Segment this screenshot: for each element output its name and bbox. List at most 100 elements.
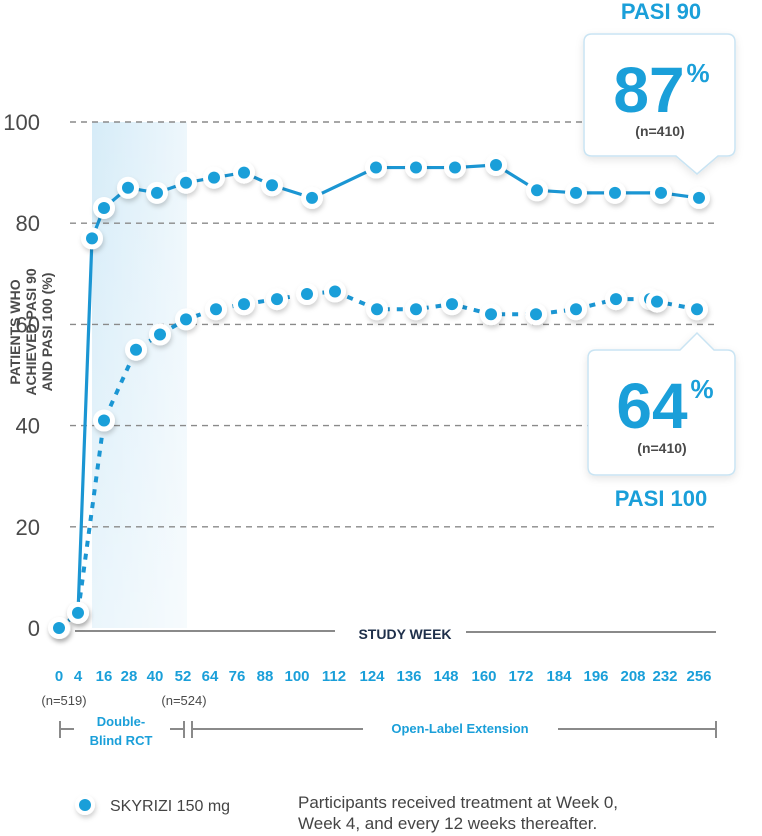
data-point-dot xyxy=(266,179,278,192)
series-points xyxy=(48,154,710,639)
data-point-dot xyxy=(691,303,703,316)
y-axis-title: PATIENTS WHO ACHIEVED PASI 90 AND PASI 1… xyxy=(7,268,55,396)
y-tick-labels: 0 20 40 60 80 100 xyxy=(3,110,40,641)
callout-pasi-90-title: PASI 90 xyxy=(621,0,701,24)
data-point-dot xyxy=(531,184,543,197)
callout-pasi-100: 64 % (n=410) PASI 100 xyxy=(587,331,736,511)
data-point-dot xyxy=(329,285,341,298)
data-point-dot xyxy=(609,186,621,199)
x-tick-172: 172 xyxy=(508,668,533,685)
x-tick-28: 28 xyxy=(121,668,138,685)
data-point-dot xyxy=(410,161,422,174)
x-tick-232: 232 xyxy=(652,668,677,685)
data-point-dot xyxy=(610,293,622,306)
data-point-pasi-90-week-148 xyxy=(405,156,427,179)
phase-label-open-label: Open-Label Extension xyxy=(391,721,528,736)
data-point-pasi-100-week-52 xyxy=(175,308,197,331)
data-point-dot xyxy=(151,186,163,199)
y-tick-0: 0 xyxy=(28,616,40,641)
data-point-dot xyxy=(655,186,667,199)
data-point-pasi-90-week-196 xyxy=(565,181,587,204)
sample-size-week-0: (n=519) xyxy=(41,693,86,708)
x-tick-40: 40 xyxy=(147,668,164,685)
data-point-dot xyxy=(53,622,65,634)
data-point-pasi-100-week-184 xyxy=(565,298,587,321)
callout-pasi-100-title: PASI 100 xyxy=(615,486,708,511)
data-point-dot xyxy=(130,343,142,356)
data-point-pasi-100-week-148 xyxy=(441,293,463,316)
data-point-pasi-90-week-76 xyxy=(203,166,225,189)
data-point-pasi-100-week-256 xyxy=(686,298,708,321)
x-tick-16: 16 xyxy=(96,668,113,685)
data-point-pasi-100-week-196 xyxy=(605,288,627,311)
y-axis-title-line-2: ACHIEVED PASI 90 xyxy=(23,268,39,396)
data-point-pasi-90-week-172 xyxy=(485,154,507,177)
data-point-pasi-90-week-136 xyxy=(365,156,387,179)
data-point-pasi-90-week-208 xyxy=(604,181,626,204)
data-point-pasi-90-week-232 xyxy=(650,181,672,204)
callout-pasi-90: PASI 90 87 % (n=410) xyxy=(583,0,736,175)
x-tick-184: 184 xyxy=(546,668,572,685)
footnote-line-2: Week 4, and every 12 weeks thereafter. xyxy=(298,814,597,833)
x-tick-4: 4 xyxy=(74,668,83,685)
data-point-pasi-90-week-88 xyxy=(233,161,255,184)
y-tick-80: 80 xyxy=(16,211,40,236)
x-tick-0: 0 xyxy=(55,668,63,685)
legend-marker-dot xyxy=(79,799,91,811)
data-point-dot xyxy=(122,181,134,194)
footnote-line-1: Participants received treatment at Week … xyxy=(298,793,618,812)
data-point-pasi-90-week-256 xyxy=(688,186,710,209)
x-tick-196: 196 xyxy=(583,668,608,685)
legend: SKYRIZI 150 mg xyxy=(75,795,230,815)
data-point-pasi-100-week-88 xyxy=(266,288,288,311)
data-point-dot xyxy=(72,606,84,619)
phase-label-double-blind-line-1: Double- xyxy=(97,714,145,729)
data-point-dot xyxy=(570,186,582,199)
data-point-dot xyxy=(371,303,383,316)
callout-pasi-90-n: (n=410) xyxy=(635,123,684,139)
data-point-pasi-100-week-112 xyxy=(324,280,346,303)
data-point-pasi-100-week-232 xyxy=(646,290,668,313)
data-point-pasi-100-week-124 xyxy=(366,298,388,321)
data-point-pasi-100-week-64 xyxy=(205,298,227,321)
callout-pasi-90-box xyxy=(583,33,736,175)
x-tick-124: 124 xyxy=(359,668,385,685)
data-point-dot xyxy=(485,308,497,321)
callout-pasi-100-box xyxy=(587,331,736,476)
data-point-pasi-100-week-0 xyxy=(48,617,70,639)
data-point-dot xyxy=(530,308,542,321)
data-point-pasi-100-week-28 xyxy=(125,338,147,361)
data-point-pasi-100-week-4 xyxy=(67,601,89,624)
data-point-dot xyxy=(98,414,110,427)
callout-pasi-90-unit: % xyxy=(686,58,709,88)
data-point-dot xyxy=(449,161,461,174)
data-point-dot xyxy=(238,298,250,311)
data-point-pasi-90-week-40 xyxy=(117,176,139,199)
data-point-dot xyxy=(271,293,283,306)
y-axis-title-line-3: AND PASI 100 (%) xyxy=(39,273,55,392)
callout-pasi-100-unit: % xyxy=(690,374,713,404)
data-point-dot xyxy=(301,288,313,301)
data-point-pasi-90-week-160 xyxy=(444,156,466,179)
data-point-dot xyxy=(154,328,166,341)
x-tick-88: 88 xyxy=(257,668,274,685)
phase-label-double-blind-line-2: Blind RCT xyxy=(90,733,153,748)
data-point-pasi-100-week-16 xyxy=(93,409,115,432)
data-point-pasi-100-week-136 xyxy=(405,298,427,321)
x-tick-148: 148 xyxy=(433,668,458,685)
x-tick-256: 256 xyxy=(686,668,711,685)
data-point-pasi-100-week-100 xyxy=(296,283,318,306)
x-axis-title: STUDY WEEK xyxy=(358,626,451,642)
gridlines xyxy=(70,121,716,528)
x-tick-100: 100 xyxy=(284,668,309,685)
callout-pasi-90-value: 87 xyxy=(613,54,684,126)
phase-double-blind xyxy=(59,721,717,738)
data-point-dot xyxy=(570,303,582,316)
data-point-pasi-90-week-100 xyxy=(261,174,283,197)
data-point-pasi-90-week-112 xyxy=(301,186,323,209)
data-point-dot xyxy=(446,298,458,311)
data-point-dot xyxy=(180,313,192,326)
data-point-pasi-90-week-64 xyxy=(175,171,197,194)
x-tick-160: 160 xyxy=(471,668,496,685)
